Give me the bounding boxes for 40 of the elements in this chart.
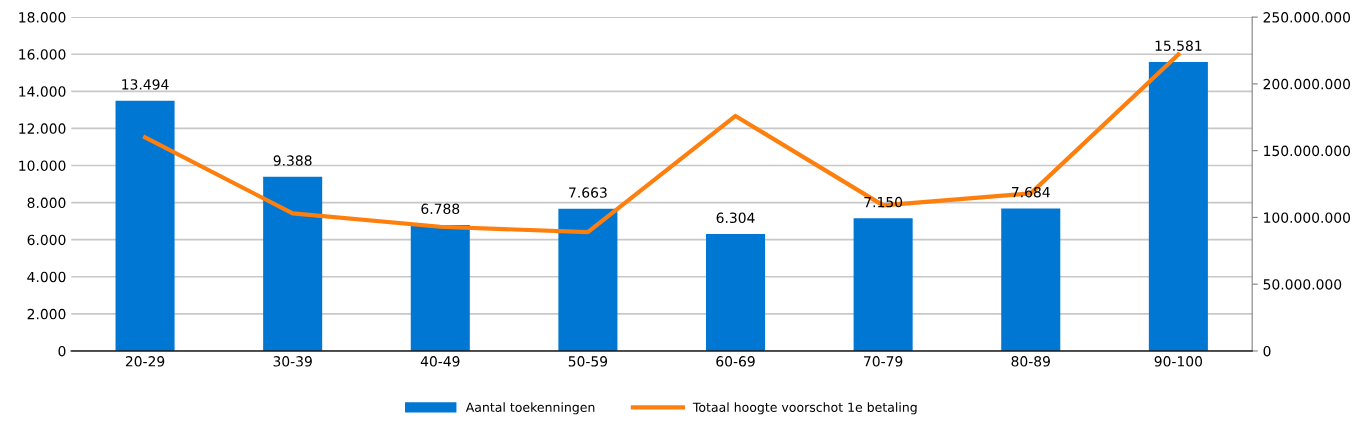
y2-tick-label: 200.000.000 xyxy=(1263,78,1351,90)
y-tick-label: 16.000 xyxy=(19,49,66,60)
data-label: 6.788 xyxy=(421,203,460,215)
x-tick-label: 30-39 xyxy=(273,356,312,367)
y2-tick-label: 0 xyxy=(1263,345,1271,357)
y2-tick-label: 50.000.000 xyxy=(1263,279,1342,290)
y-tick-label: 14.000 xyxy=(19,86,66,97)
bar xyxy=(1148,61,1208,351)
y-tick-label: 4.000 xyxy=(27,271,66,283)
legend-label: Totaal hoogte voorschot 1e betaling xyxy=(692,402,917,415)
bar xyxy=(263,176,323,351)
y-tick-label: 0 xyxy=(58,345,66,357)
data-label: 13.494 xyxy=(122,79,169,90)
x-tick-label: 90-100 xyxy=(1154,356,1203,367)
data-label: 6.304 xyxy=(716,212,755,224)
legend-label: Aantal toekenningen xyxy=(465,402,595,415)
data-label: 15.581 xyxy=(1155,40,1202,51)
y2-tick-label: 100.000.000 xyxy=(1264,212,1351,223)
bar xyxy=(558,208,618,351)
x-tick-label: 70-79 xyxy=(864,356,903,367)
bar xyxy=(410,225,470,351)
data-label: 9.388 xyxy=(273,155,312,166)
bar xyxy=(706,234,766,351)
y2-tick-label: 250.000.000 xyxy=(1263,12,1351,23)
y2-tick-label: 150.000.000 xyxy=(1264,145,1351,157)
y-tick-label: 10.000 xyxy=(19,160,66,171)
y-tick-label: 2.000 xyxy=(27,308,66,320)
bar xyxy=(853,218,913,351)
data-label: 7.663 xyxy=(569,187,607,198)
y-tick-label: 12.000 xyxy=(19,123,66,134)
y-tick-label: 6.000 xyxy=(27,234,66,246)
x-tick-label: 40-49 xyxy=(420,356,460,367)
x-tick-label: 20-29 xyxy=(125,356,165,367)
x-tick-label: 50-59 xyxy=(568,356,608,367)
x-tick-label: 80-89 xyxy=(1011,356,1050,367)
bar xyxy=(1001,208,1061,351)
x-tick-label: 60-69 xyxy=(716,356,755,367)
bar xyxy=(115,100,175,351)
y-tick-label: 8.000 xyxy=(27,197,66,209)
y-tick-label: 18.000 xyxy=(19,12,66,23)
